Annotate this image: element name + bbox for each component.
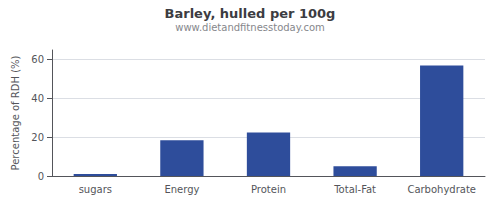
svg-text:Energy: Energy	[164, 184, 199, 195]
svg-text:Protein: Protein	[251, 184, 286, 195]
svg-text:Percentage of RDH (%): Percentage of RDH (%)	[10, 55, 21, 170]
svg-text:0: 0	[38, 171, 44, 182]
svg-text:Barley, hulled per 100g: Barley, hulled per 100g	[165, 6, 336, 21]
svg-text:60: 60	[31, 54, 44, 65]
svg-text:40: 40	[31, 93, 44, 104]
svg-text:20: 20	[31, 132, 44, 143]
svg-text:www.dietandfitnesstoday.com: www.dietandfitnesstoday.com	[175, 22, 324, 33]
svg-text:Total-Fat: Total-Fat	[333, 184, 376, 195]
svg-text:Carbohydrate: Carbohydrate	[407, 184, 476, 195]
svg-text:sugars: sugars	[79, 184, 112, 195]
